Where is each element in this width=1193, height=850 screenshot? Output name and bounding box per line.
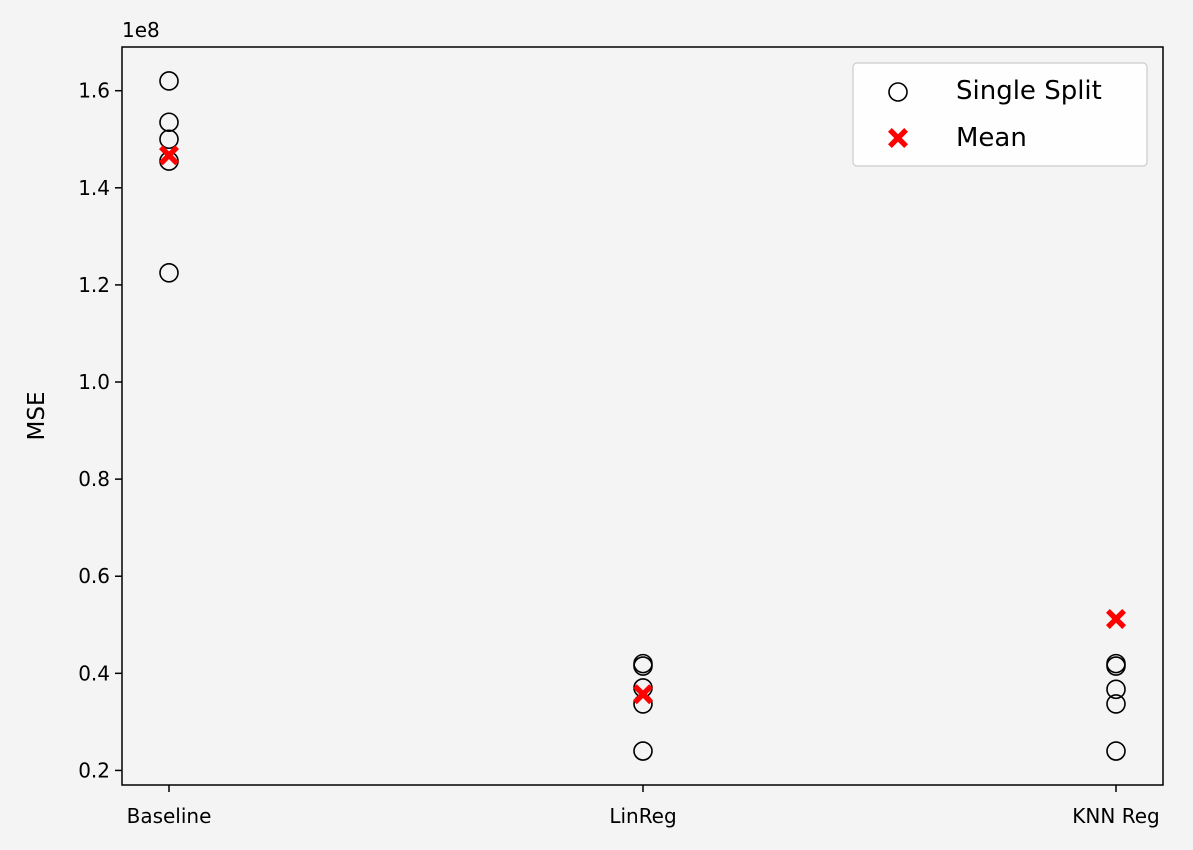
x-tick-label: Baseline: [127, 804, 212, 828]
y-axis-label: MSE: [24, 392, 50, 441]
legend-box: [852, 62, 1148, 167]
legend-label-mean: Mean: [956, 123, 1027, 153]
single-split-point: [633, 741, 653, 761]
y-tick-label: 0.6: [78, 564, 110, 588]
legend-label-single-split: Single Split: [956, 76, 1102, 106]
plot-area: [122, 47, 1163, 785]
plot-frame: [121, 46, 1164, 786]
single-split-point: [159, 112, 179, 133]
y-tick-label: 0.4: [78, 661, 110, 685]
single-split-point: [159, 71, 179, 91]
y-tick-label: 1.0: [78, 370, 110, 394]
y-tick-label: 0.8: [78, 467, 110, 491]
mean-point: [159, 145, 179, 166]
mean-point: [1106, 608, 1126, 629]
legend: Single Split Mean: [852, 62, 1148, 167]
single-split-point: [1106, 679, 1126, 700]
data-points: [159, 71, 1126, 761]
single-split-point: [1106, 656, 1126, 676]
single-split-point: [159, 262, 179, 283]
single-split-point: [1106, 694, 1126, 714]
x-tick-label: KNN Reg: [1072, 804, 1159, 828]
x-axis: Baseline LinReg KNN Reg: [127, 785, 1160, 828]
y-tick-label: 1.4: [78, 176, 110, 200]
single-split-point: [633, 656, 653, 676]
y-tick-label: 0.2: [78, 758, 110, 782]
mean-point: [633, 684, 653, 705]
y-tick-label: 1.2: [78, 273, 110, 297]
single-split-point: [159, 129, 179, 150]
y-offset-label: 1e8: [122, 18, 160, 42]
x-tick-label: LinReg: [609, 804, 676, 828]
y-tick-label: 1.6: [78, 79, 110, 103]
legend-marker-single-split: [888, 82, 908, 102]
single-split-point: [1106, 741, 1126, 761]
legend-marker-mean: [888, 128, 908, 148]
y-axis: 0.2 0.4 0.6 0.8 1.0 1.2 1.4 1.6: [78, 79, 122, 782]
